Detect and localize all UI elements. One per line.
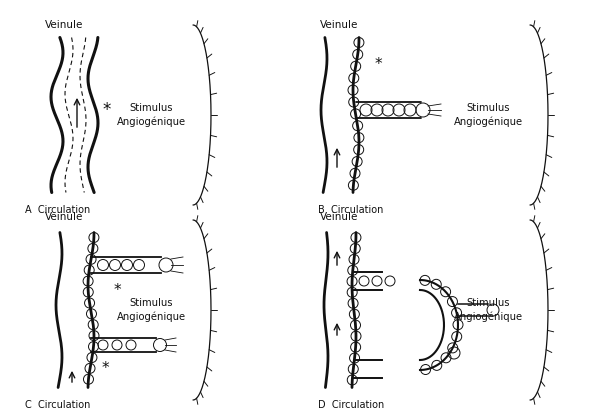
Text: Veinule: Veinule	[320, 212, 358, 222]
Text: A  Circulation: A Circulation	[25, 205, 90, 215]
Text: Stimulus
Angiogénique: Stimulus Angiogénique	[116, 298, 186, 322]
Text: *: *	[113, 283, 121, 298]
Text: Veinule: Veinule	[45, 20, 84, 30]
Text: Veinule: Veinule	[45, 212, 84, 222]
Text: *: *	[103, 101, 111, 119]
Text: Stimulus
Angiogénique: Stimulus Angiogénique	[454, 298, 522, 322]
Text: Stimulus
Angiogénique: Stimulus Angiogénique	[454, 103, 522, 127]
Text: *: *	[374, 58, 382, 73]
Text: *: *	[101, 361, 109, 376]
Text: Veinule: Veinule	[320, 20, 358, 30]
Text: B  Circulation: B Circulation	[318, 205, 383, 215]
Text: Stimulus
Angiogénique: Stimulus Angiogénique	[116, 103, 186, 127]
Text: C  Circulation: C Circulation	[25, 400, 90, 410]
Text: D  Circulation: D Circulation	[318, 400, 384, 410]
